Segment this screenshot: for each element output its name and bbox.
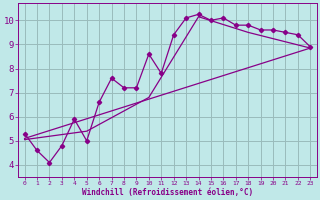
X-axis label: Windchill (Refroidissement éolien,°C): Windchill (Refroidissement éolien,°C): [82, 188, 253, 197]
